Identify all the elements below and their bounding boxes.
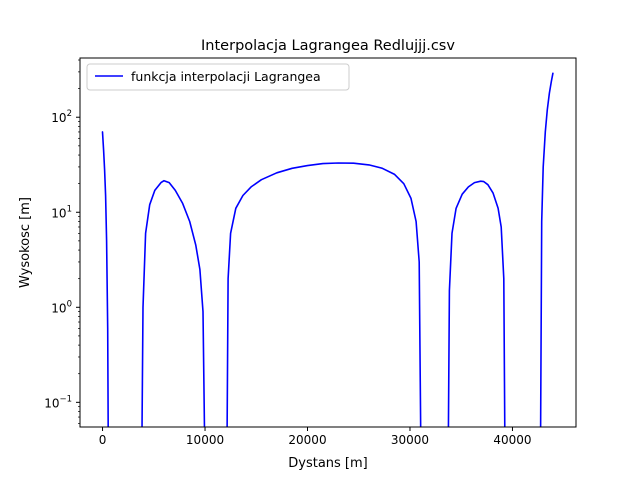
y-axis-label: Wysokosc [m] xyxy=(18,197,33,288)
y-tick-label: 102 xyxy=(51,109,72,125)
chart-title: Interpolacja Lagrangea Redlujjj.csv xyxy=(201,38,455,54)
y-tick-label: 100 xyxy=(51,299,72,315)
y-tick-label: 10−1 xyxy=(44,394,72,410)
series-0-segment-0 xyxy=(101,131,109,427)
legend-label: funkcja interpolacji Lagrangea xyxy=(131,69,321,84)
series-0-segment-2 xyxy=(226,162,422,427)
legend: funkcja interpolacji Lagrangea xyxy=(86,63,350,91)
plot-frame xyxy=(79,57,577,428)
x-tick-label: 0 xyxy=(99,433,107,447)
x-tick-label: 40000 xyxy=(493,433,531,447)
x-tick-label: 20000 xyxy=(288,433,326,447)
x-tick-label: 30000 xyxy=(391,433,429,447)
legend-box xyxy=(86,63,350,91)
plot-lines xyxy=(101,72,554,427)
series-0-segment-3 xyxy=(447,180,506,427)
x-tick-label: 10000 xyxy=(186,433,224,447)
series-0-segment-4 xyxy=(539,72,554,427)
x-axis-label: Dystans [m] xyxy=(288,456,368,471)
series-0-segment-1 xyxy=(141,179,206,427)
y-axis-ticks: 10−1 100 101 102 xyxy=(44,59,80,424)
x-axis-ticks: 0 10000 20000 30000 40000 xyxy=(99,427,532,447)
y-tick-label: 101 xyxy=(51,204,72,220)
